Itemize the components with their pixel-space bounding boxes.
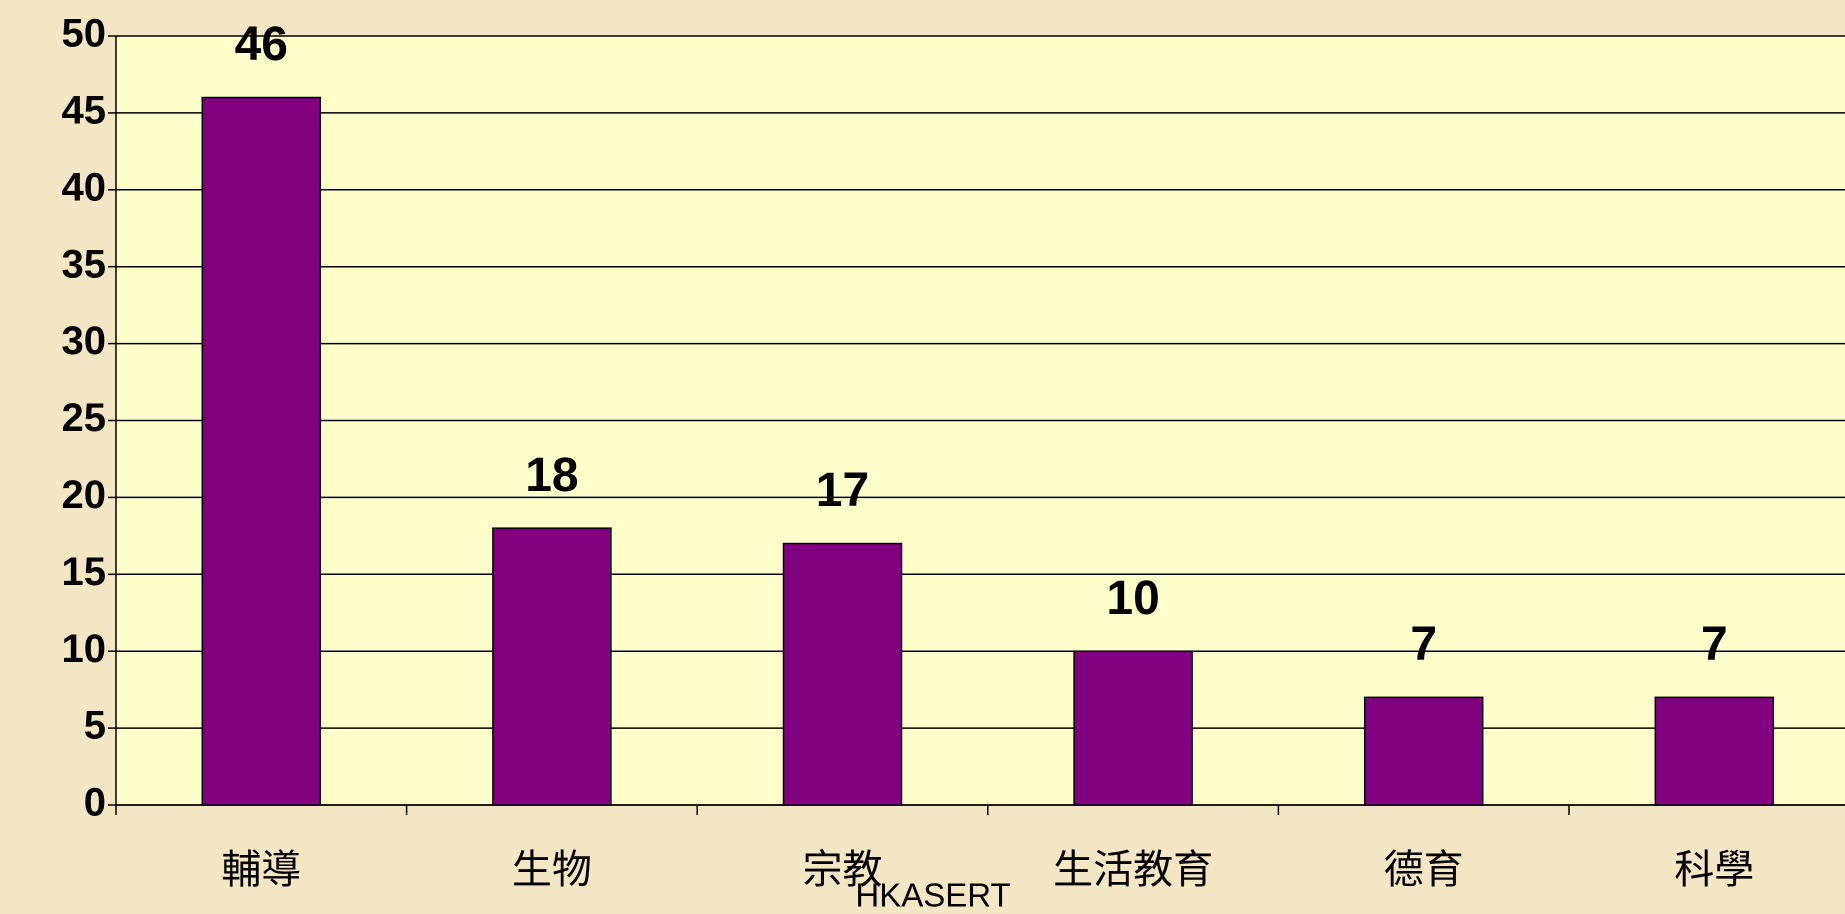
x-tick-label: 科學 bbox=[1674, 847, 1754, 893]
x-tick-label: 輔導 bbox=[221, 847, 301, 893]
bar bbox=[782, 542, 903, 806]
y-tick-label: 25 bbox=[62, 396, 107, 440]
bar bbox=[1363, 696, 1484, 806]
bar bbox=[1073, 650, 1193, 806]
y-tick-label: 20 bbox=[62, 473, 107, 517]
bar bbox=[492, 527, 612, 806]
x-tick-label: 德育 bbox=[1384, 847, 1464, 893]
y-tick-label: 15 bbox=[62, 550, 107, 594]
y-tick-label: 50 bbox=[62, 12, 107, 56]
watermark: HKASERT bbox=[855, 877, 1010, 914]
bar bbox=[1654, 696, 1775, 806]
y-tick-label: 35 bbox=[62, 242, 107, 286]
y-tick-label: 10 bbox=[62, 627, 107, 671]
x-tick-label: 宗教 bbox=[803, 847, 883, 893]
data-label: 7 bbox=[1410, 618, 1437, 671]
bar bbox=[201, 96, 322, 806]
x-tick-label: 生活教育 bbox=[1053, 847, 1213, 893]
x-tick-label: 生物 bbox=[512, 847, 592, 893]
y-tick-label: 45 bbox=[62, 88, 107, 132]
data-label: 17 bbox=[816, 464, 869, 517]
data-label: 18 bbox=[525, 449, 578, 502]
y-tick-label: 30 bbox=[62, 319, 107, 363]
data-label: 46 bbox=[235, 18, 288, 71]
y-tick-label: 5 bbox=[84, 704, 106, 748]
y-tick-label: 40 bbox=[62, 165, 107, 209]
y-tick-label: 0 bbox=[84, 781, 106, 825]
data-label: 7 bbox=[1701, 618, 1728, 671]
data-label: 10 bbox=[1106, 572, 1159, 625]
